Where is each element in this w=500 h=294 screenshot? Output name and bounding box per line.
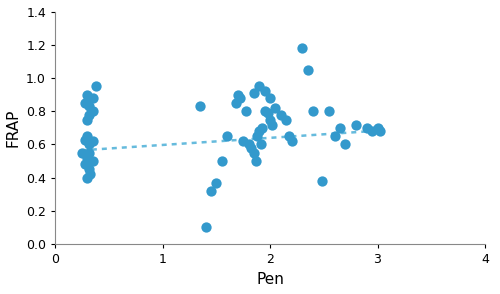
- Point: [92, 84, 100, 89]
- Point: [196, 104, 204, 109]
- Point: [272, 106, 280, 110]
- Point: [86, 112, 94, 117]
- Point: [260, 109, 268, 114]
- Point: [341, 142, 349, 147]
- Point: [83, 156, 92, 160]
- Point: [304, 67, 312, 72]
- Point: [78, 151, 86, 155]
- Point: [88, 109, 96, 114]
- Point: [266, 96, 274, 100]
- Point: [330, 134, 338, 138]
- Point: [363, 126, 371, 130]
- Point: [242, 109, 250, 114]
- Point: [88, 96, 96, 100]
- Point: [86, 142, 94, 147]
- Point: [336, 126, 344, 130]
- Point: [374, 126, 382, 130]
- Point: [88, 159, 96, 163]
- Point: [260, 89, 268, 94]
- Point: [255, 129, 263, 133]
- Point: [258, 142, 266, 147]
- Point: [288, 139, 296, 143]
- Point: [236, 96, 244, 100]
- Point: [212, 180, 220, 185]
- Point: [86, 172, 94, 177]
- X-axis label: Pen: Pen: [256, 272, 284, 287]
- Point: [352, 122, 360, 127]
- Point: [325, 109, 333, 114]
- Point: [252, 159, 260, 163]
- Point: [264, 111, 272, 115]
- Point: [83, 134, 92, 138]
- Point: [376, 129, 384, 133]
- Point: [88, 139, 96, 143]
- Point: [318, 179, 326, 183]
- Point: [207, 188, 215, 193]
- Point: [286, 134, 294, 138]
- Point: [234, 92, 242, 97]
- Point: [83, 117, 92, 122]
- Point: [218, 159, 226, 163]
- Point: [250, 151, 258, 155]
- Point: [258, 126, 266, 130]
- Point: [246, 146, 254, 150]
- Point: [266, 117, 274, 122]
- Point: [83, 175, 92, 180]
- Point: [268, 122, 276, 127]
- Point: [282, 117, 290, 122]
- Point: [250, 91, 258, 95]
- Point: [81, 137, 89, 142]
- Point: [368, 129, 376, 133]
- Point: [81, 162, 89, 167]
- Point: [86, 104, 94, 109]
- Point: [81, 101, 89, 105]
- Point: [309, 109, 317, 114]
- Point: [277, 112, 285, 117]
- Point: [253, 134, 261, 138]
- Point: [86, 167, 94, 172]
- Point: [232, 101, 239, 105]
- Point: [244, 142, 252, 147]
- Point: [83, 92, 92, 97]
- Point: [86, 151, 94, 155]
- Point: [223, 134, 231, 138]
- Y-axis label: FRAP: FRAP: [6, 109, 20, 147]
- Point: [202, 225, 209, 230]
- Point: [239, 139, 247, 143]
- Point: [255, 84, 263, 89]
- Point: [298, 46, 306, 51]
